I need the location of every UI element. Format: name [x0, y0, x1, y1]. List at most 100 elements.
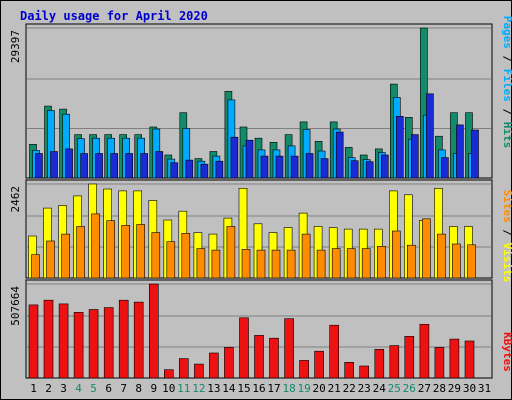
- x-tick-label: 2: [45, 382, 52, 395]
- kbytes-bar: [389, 345, 400, 379]
- kbytes-bar: [164, 369, 174, 379]
- kbytes-bar: [299, 360, 309, 379]
- sites-bar: [452, 243, 461, 279]
- kbytes-bar: [194, 363, 204, 379]
- pages-bar: [441, 157, 449, 179]
- pages-bar: [305, 153, 314, 179]
- x-tick-label: 20: [312, 382, 325, 395]
- pages-bar: [426, 93, 434, 179]
- x-tick-label: 17: [267, 382, 280, 395]
- x-tick-label: 28: [433, 382, 446, 395]
- pages-bar: [380, 154, 389, 179]
- pages-bar: [50, 151, 58, 179]
- pages-bar: [125, 153, 133, 179]
- sites-bar: [166, 241, 176, 279]
- side-legend-middle: Sites / Visits: [501, 190, 512, 283]
- pages-bar: [110, 153, 118, 179]
- x-tick-label: 19: [297, 382, 310, 395]
- sites-bar: [331, 248, 341, 279]
- x-tick-label: 15: [237, 382, 250, 395]
- x-tick-label: 1: [30, 382, 37, 395]
- side-legend-bottom: KBytes: [501, 332, 512, 372]
- pages-bar: [215, 160, 224, 179]
- x-tick-label: 7: [120, 382, 127, 395]
- x-tick-label: 30: [463, 382, 476, 395]
- pages-bar: [230, 136, 239, 179]
- pages-bar: [456, 124, 464, 179]
- chart-title: Daily usage for April 2020: [20, 9, 208, 23]
- side-legend-label: Sites / Visits: [501, 190, 512, 283]
- x-tick-label: 8: [135, 382, 142, 395]
- kbytes-bar: [464, 340, 475, 379]
- x-tick-label: 12: [192, 382, 205, 395]
- sites-bar: [361, 248, 371, 279]
- kbytes-bar: [329, 324, 340, 379]
- sites-bar: [346, 248, 356, 279]
- pages-bar: [200, 163, 209, 179]
- kbytes-bar: [133, 301, 144, 379]
- kbytes-bar: [374, 348, 385, 379]
- kbytes-bar: [88, 309, 99, 379]
- x-tick-label: 5: [90, 382, 97, 395]
- x-tick-label: 6: [105, 382, 112, 395]
- x-tick-label: 29: [448, 382, 461, 395]
- legend-separator: /: [501, 223, 512, 243]
- kbytes-bar: [118, 299, 129, 379]
- bottom-panel: 507664: [9, 279, 493, 379]
- pages-bar: [320, 158, 329, 179]
- pages-bar: [245, 139, 254, 179]
- legend-separator: /: [501, 102, 512, 122]
- legend-entry: Hits: [501, 122, 512, 149]
- kbytes-bar: [73, 311, 84, 379]
- y-axis-max-label: 507664: [9, 286, 22, 326]
- sites-bar: [106, 220, 115, 279]
- sites-bar: [226, 226, 236, 279]
- x-axis-labels: 1 2 3 4 5 6 7 8 9 10 11 12 13 14 15 16 17 18 19 20 21 22 23 24 2…: [30, 382, 491, 395]
- sites-bar: [211, 249, 221, 279]
- pages-bar: [290, 155, 299, 179]
- pages-bar: [95, 153, 103, 179]
- kbytes-bar: [404, 335, 415, 379]
- sites-bar: [286, 249, 296, 279]
- sites-bar: [121, 225, 130, 279]
- kbytes-bar: [344, 361, 355, 379]
- sites-bar: [437, 233, 446, 279]
- sites-bar: [76, 226, 85, 279]
- sites-bar: [46, 240, 55, 279]
- pages-bar: [410, 134, 419, 179]
- kbytes-bar: [239, 317, 249, 379]
- legend-separator: /: [501, 49, 512, 69]
- kbytes-bar: [254, 335, 264, 379]
- x-tick-label: 23: [358, 382, 371, 395]
- sites-bar: [241, 249, 251, 279]
- pages-bar: [155, 151, 164, 179]
- legend-entry: KBytes: [501, 332, 512, 372]
- y-axis-max-label: 2462: [9, 186, 22, 213]
- y-axis-max-label: 29397: [9, 30, 22, 63]
- pages-bar: [471, 129, 479, 179]
- kbytes-bar: [58, 303, 69, 379]
- sites-bar: [151, 232, 161, 279]
- x-tick-label: 10: [162, 382, 175, 395]
- x-tick-label: 27: [418, 382, 431, 395]
- x-tick-label: 25: [388, 382, 401, 395]
- sites-bar: [391, 230, 401, 279]
- x-tick-label: 4: [75, 382, 82, 395]
- side-legend-top: Pages / Files / Hits: [501, 16, 512, 149]
- pages-bar: [275, 155, 284, 179]
- kbytes-bar: [269, 337, 279, 379]
- x-tick-label: 14: [222, 382, 236, 395]
- kbytes-bar: [179, 358, 189, 379]
- pages-bar: [65, 148, 73, 179]
- x-tick-label: 11: [177, 382, 190, 395]
- pages-bar: [365, 161, 374, 179]
- legend-entry: Files: [501, 69, 512, 102]
- pages-bar: [395, 116, 404, 179]
- pages-bar: [170, 162, 179, 179]
- sites-bar: [61, 233, 70, 279]
- kbytes-bar: [28, 304, 39, 379]
- kbytes-bar: [103, 307, 114, 379]
- sites-bar: [196, 248, 206, 279]
- pages-bar: [35, 153, 43, 179]
